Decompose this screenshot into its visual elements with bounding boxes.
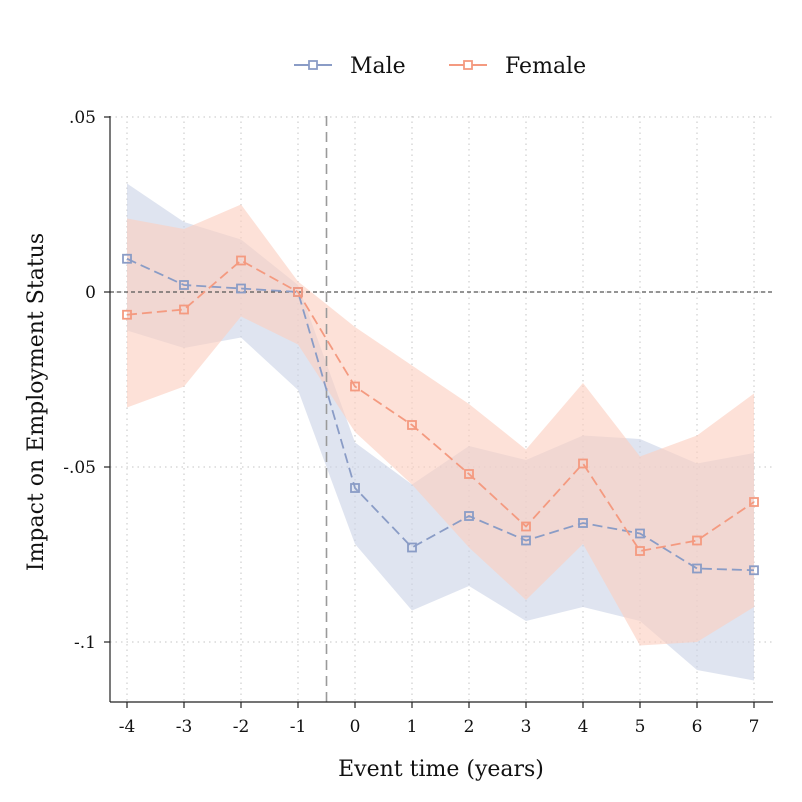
- x-tick-label: -2: [233, 717, 250, 737]
- marker-male: [236, 283, 246, 294]
- series-line-male: [126, 257, 755, 572]
- y-axis-title: Impact on Employment Status: [24, 233, 49, 571]
- marker-male: [464, 511, 474, 521]
- marker-female: [578, 458, 588, 469]
- x-tick-label: 4: [578, 717, 589, 737]
- marker-female: [464, 469, 474, 479]
- x-tick-label: 7: [749, 717, 760, 737]
- marker-male: [407, 542, 417, 553]
- x-tick-label: 6: [692, 717, 703, 737]
- axes: -4 -3 -2 -1 0 1 2 3 4 5 6 7 .05 0 -.05 -.1: [63, 108, 773, 737]
- marker-male: [350, 483, 360, 493]
- marker-male: [749, 565, 759, 576]
- x-tick-label: 1: [407, 717, 418, 737]
- marker-male: [179, 280, 189, 290]
- marker-female: [407, 420, 417, 430]
- x-tick-label: 0: [350, 717, 361, 737]
- x-tick-label: -3: [176, 717, 193, 737]
- series-lines: [122, 253, 759, 576]
- marker-female: [179, 304, 189, 315]
- marker-male: [578, 518, 588, 528]
- x-axis-title: Event time (years): [338, 757, 544, 782]
- marker-female: [122, 309, 132, 320]
- legend-male-label: Male: [350, 54, 406, 79]
- series-line-female: [126, 259, 755, 552]
- marker-female: [350, 381, 360, 392]
- marker-male: [635, 528, 645, 539]
- marker-female: [635, 546, 645, 556]
- marker-female: [749, 497, 759, 507]
- x-tick-label: 5: [635, 717, 646, 737]
- y-tick-label: -.1: [74, 633, 96, 653]
- y-tick-label: .05: [69, 108, 96, 128]
- y-tick-label: 0: [85, 283, 96, 303]
- legend-male-marker: [308, 60, 318, 70]
- marker-male: [521, 535, 531, 546]
- marker-female: [521, 521, 531, 532]
- legend: Male Female: [294, 54, 586, 79]
- x-tick-label: -4: [119, 717, 136, 737]
- reference-lines: [110, 116, 773, 702]
- marker-female: [293, 287, 303, 297]
- x-tick-label: 3: [521, 717, 532, 737]
- marker-female: [236, 255, 246, 266]
- marker-male: [692, 563, 702, 574]
- marker-male: [122, 253, 132, 264]
- ci-band-female: [127, 204, 754, 646]
- x-tick-label: -1: [290, 717, 307, 737]
- y-tick-label: -.05: [63, 458, 96, 478]
- marker-female: [692, 535, 702, 546]
- x-tick-label: 2: [464, 717, 475, 737]
- confidence-bands: [127, 183, 754, 681]
- legend-female-label: Female: [505, 54, 586, 79]
- legend-female-marker: [463, 60, 473, 70]
